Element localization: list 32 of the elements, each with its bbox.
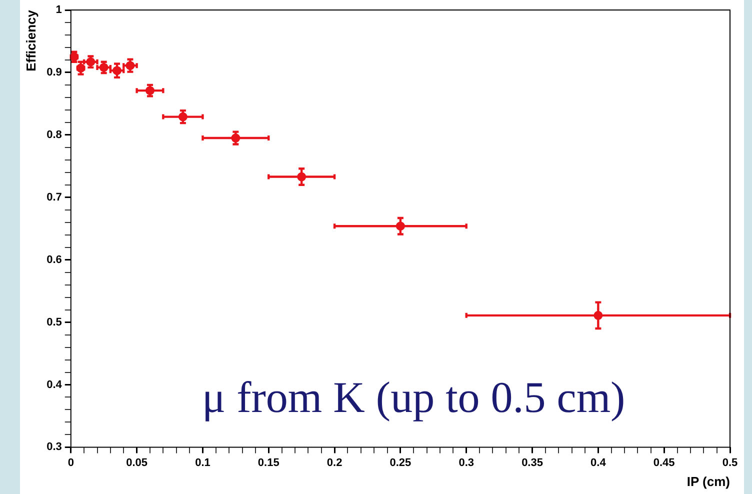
x-tick-label: 0 bbox=[68, 456, 74, 469]
point bbox=[231, 134, 240, 143]
x-axis-title: IP (cm) bbox=[686, 474, 730, 489]
y-tick-label: 0.6 bbox=[46, 254, 62, 266]
point bbox=[112, 66, 122, 76]
point bbox=[297, 172, 306, 182]
x-tick-label: 0.25 bbox=[390, 456, 412, 469]
y-tick-label: 1 bbox=[56, 4, 62, 16]
x-tick-label: 0.15 bbox=[258, 456, 280, 469]
y-tick-label: 0.7 bbox=[46, 191, 62, 204]
point bbox=[396, 222, 405, 231]
point bbox=[99, 62, 108, 72]
point bbox=[594, 310, 603, 320]
x-tick-label: 0.5 bbox=[722, 456, 738, 469]
x-tick-label: 0.4 bbox=[590, 456, 607, 469]
y-tick-label: 0.4 bbox=[46, 378, 63, 391]
point bbox=[178, 112, 188, 122]
y-axis-title: Efficiency bbox=[23, 9, 38, 72]
y-tick-label: 0.3 bbox=[46, 441, 62, 454]
y-tick-label: 0.8 bbox=[46, 128, 62, 141]
x-tick-label: 0.2 bbox=[326, 456, 342, 469]
y-tick-label: 0.5 bbox=[46, 316, 62, 328]
x-tick-label: 0.45 bbox=[653, 456, 675, 469]
y-tick-label: 0.9 bbox=[46, 66, 62, 78]
point bbox=[86, 57, 96, 66]
point bbox=[126, 61, 135, 70]
x-tick-label: 0.05 bbox=[126, 456, 148, 469]
x-tick-label: 0.1 bbox=[195, 456, 210, 469]
x-tick-label: 0.35 bbox=[522, 456, 543, 469]
point bbox=[145, 86, 154, 96]
x-tick-label: 0.3 bbox=[458, 456, 474, 469]
annotation: μ from K (up to 0.5 cm) bbox=[202, 373, 626, 422]
